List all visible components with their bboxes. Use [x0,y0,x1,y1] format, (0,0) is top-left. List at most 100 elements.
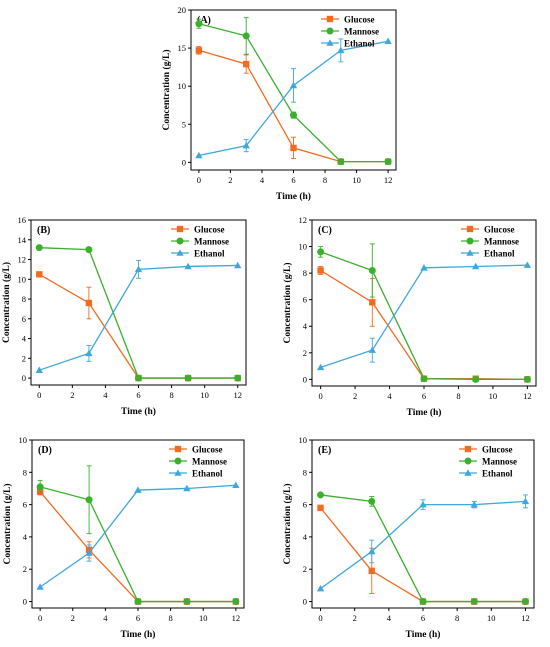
series-glucose [195,46,392,165]
x-tick-label: 10 [199,613,208,623]
legend-marker [466,225,474,233]
chart-panel: 0 2 4 6 8 10 12 0 2 4 6 8 10 12 14 16 Time (h) Concentrat… [1,215,247,417]
glucose-point [195,47,203,54]
y-tick-label: 8 [22,294,26,304]
series-glucose [317,266,531,383]
x-tick-label: 6 [421,613,425,623]
series-ethanol [36,481,240,590]
mannose-line [320,251,528,381]
glucose-line [38,273,238,379]
y-tick-label: 0 [182,157,186,167]
mannose-point [368,266,376,274]
x-tick-label: 2 [70,390,74,400]
mannose-point [184,374,192,382]
series-mannose [317,491,529,606]
panel-label: (A) [197,15,211,26]
x-tick-label: 2 [353,391,357,401]
mannose-point [470,598,478,606]
ethanol-point [134,486,142,493]
mannose-point [135,374,142,382]
legend: Glucose Mannose Ethanol [169,444,227,478]
y-tick-label: 6 [22,314,26,324]
x-axis-label: Time (h) [407,407,442,418]
x-tick-label: 2 [71,613,75,623]
y-tick-label: 2 [22,353,26,363]
y-tick-label: 8 [303,268,307,278]
x-tick-label: 6 [136,613,140,623]
mannose-line [320,494,526,603]
x-tick-label: 4 [387,391,392,401]
x-tick-label: 8 [323,175,327,185]
legend-label: Glucose [484,224,515,234]
legend-label: Mannose [344,26,379,36]
panel-label: (E) [318,445,331,456]
panel-label: (B) [37,225,50,236]
series-mannose [35,244,242,382]
y-tick-label: 4 [303,321,308,331]
y-tick-label: 0 [303,374,307,384]
mannose-line [39,486,236,603]
glucose-point [369,299,376,306]
y-tick-label: 8 [23,467,27,477]
panel-label: (D) [38,445,52,456]
legend: Glucose Mannose Ethanol [171,224,229,258]
ethanol-point [521,497,530,505]
x-tick-label: 0 [197,175,201,185]
y-tick-label: 5 [182,119,186,129]
legend-marker [326,39,334,46]
mannose-point [420,375,428,383]
series-glucose [317,504,529,605]
mannose-point [85,496,93,504]
mannose-point [134,598,142,606]
y-tick-label: 6 [303,295,307,305]
legend-marker [466,249,474,256]
y-tick-label: 12 [299,215,308,225]
ethanol-point [183,484,191,492]
ethanol-point [523,261,532,268]
legend: Glucose Mannose Ethanol [461,224,519,258]
y-tick-label: 2 [23,564,27,574]
mannose-point [36,483,44,491]
ethanol-point [472,262,480,270]
y-tick-label: 12 [18,255,27,265]
legend-marker [464,457,472,465]
mannose-point [521,598,529,606]
glucose-point [242,60,250,68]
chart-panel: 0 2 4 6 8 10 12 0 2 4 6 8 10 12 Time (h) Concentration … [282,215,537,418]
x-tick-label: 8 [456,391,460,401]
x-tick-label: 8 [168,613,172,623]
y-tick-label: 0 [22,373,26,383]
ethanol-point [85,549,93,556]
series-ethanol [316,494,530,592]
legend-label: Ethanol [484,248,515,258]
legend-label: Mannose [194,236,229,246]
y-tick-label: 4 [22,334,27,344]
series-glucose [36,488,240,605]
y-tick-label: 14 [18,235,27,245]
x-tick-label: 12 [384,175,393,185]
ethanol-point [234,261,242,269]
legend-marker [326,15,334,23]
y-tick-label: 10 [19,435,28,445]
mannose-point [337,158,345,166]
ethanol-point [384,37,392,44]
mannose-point [290,111,297,119]
glucose-line [39,491,236,603]
y-tick-label: 10 [299,242,308,252]
y-tick-label: 0 [23,597,27,607]
mannose-point [317,248,325,256]
y-axis-label: Concentration (g/L) [161,49,172,130]
y-tick-label: 6 [23,500,27,510]
y-tick-label: 2 [303,564,307,574]
legend: Glucose Mannose Ethanol [459,444,517,478]
x-tick-label: 12 [523,391,532,401]
x-tick-label: 10 [489,391,498,401]
mannose-point [242,32,250,40]
glucose-point [36,271,43,278]
x-tick-label: 12 [521,613,530,623]
x-axis-label: Time (h) [121,629,156,640]
mannose-point [317,491,325,499]
ethanol-point [232,481,240,488]
x-tick-label: 6 [422,391,426,401]
mannose-point [234,374,242,382]
